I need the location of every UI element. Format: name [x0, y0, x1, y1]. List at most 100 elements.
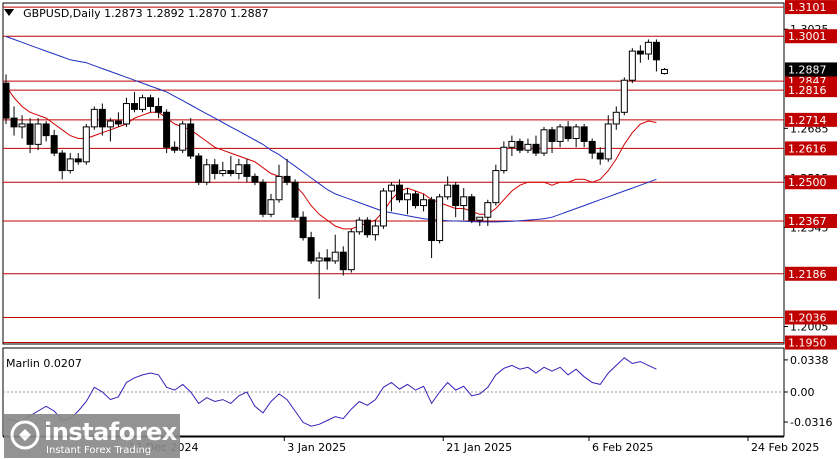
level-tag-label: 1.2036 — [788, 311, 827, 324]
candle — [299, 211, 307, 241]
candle — [130, 91, 138, 113]
candle-body — [596, 152, 604, 160]
candle — [283, 158, 291, 186]
chart-header: GBPUSD,Daily 1.2873 1.2892 1.2870 1.2887 — [4, 2, 269, 21]
candle-body — [532, 143, 540, 154]
level-tag: 1.2616 — [785, 141, 837, 156]
candle-body — [291, 181, 299, 218]
level-tag: 1.2714 — [785, 112, 837, 127]
candle-body — [2, 82, 10, 119]
candle — [74, 153, 82, 165]
level-tag-bg — [785, 335, 837, 350]
candle — [163, 109, 171, 154]
candle-body — [243, 164, 251, 177]
candle — [50, 129, 58, 157]
candle — [436, 193, 444, 244]
candle-body — [74, 158, 82, 163]
candle — [203, 158, 211, 186]
candle — [404, 188, 411, 215]
candle — [179, 121, 187, 154]
candle — [98, 103, 106, 136]
candle-body — [275, 175, 283, 201]
candle — [540, 126, 548, 157]
main-price-pane[interactable] — [2, 2, 785, 345]
candle — [596, 147, 604, 165]
marlin-label: Marlin 0.0207 — [6, 357, 82, 370]
candle — [548, 126, 556, 154]
time-tick-label: 21 Jan 2025 — [446, 441, 512, 454]
candle — [251, 173, 259, 186]
candle-body — [387, 184, 395, 192]
candle-body — [628, 50, 636, 81]
candle-body — [10, 117, 18, 128]
candle — [122, 97, 130, 127]
candle — [572, 123, 580, 148]
instaforex-logo-icon — [10, 420, 40, 450]
candle — [644, 39, 652, 60]
candle-body — [540, 129, 548, 154]
candle-body — [259, 181, 267, 215]
candle-body — [612, 111, 620, 125]
level-tag-label: 1.2367 — [788, 215, 827, 228]
candle-body — [428, 199, 436, 242]
candle-body — [524, 143, 532, 151]
candle-body — [26, 123, 34, 145]
candle — [18, 115, 26, 139]
candle — [588, 138, 596, 159]
candle — [492, 164, 500, 206]
candle-body — [492, 170, 500, 204]
instaforex-watermark: instaforex Instant Forex Trading — [4, 414, 180, 458]
level-tag-bg — [785, 310, 837, 325]
candle — [10, 106, 18, 136]
candle — [235, 158, 243, 180]
candle-body — [452, 184, 460, 207]
candle — [339, 246, 347, 276]
candle — [34, 118, 42, 151]
candle — [106, 118, 114, 142]
candle — [476, 216, 484, 226]
candle-body — [331, 251, 339, 262]
candle — [412, 190, 420, 209]
level-tag: 1.2816 — [785, 83, 837, 98]
candle-body — [227, 170, 235, 174]
candle-body — [564, 126, 572, 140]
triangle-down-icon[interactable] — [4, 9, 14, 16]
candle-body — [98, 108, 106, 128]
brand-name: instaforex — [44, 418, 177, 446]
candle — [420, 193, 428, 212]
time-tick-label: 24 Feb 2025 — [751, 441, 819, 454]
candle-body — [395, 184, 403, 201]
candle — [452, 182, 460, 218]
current-price-tag: 1.2887 — [785, 62, 837, 77]
candle-body — [508, 140, 516, 148]
candle — [243, 158, 251, 183]
candle-body — [379, 190, 387, 227]
candle-body — [660, 68, 668, 75]
candle-body — [355, 219, 363, 233]
candle — [211, 158, 219, 180]
candle-body — [203, 164, 211, 183]
level-tag-label: 1.3101 — [788, 1, 827, 14]
candle — [620, 77, 628, 116]
candle-body — [155, 105, 163, 113]
candle — [315, 252, 323, 299]
candle-body — [516, 140, 524, 151]
level-tag-bg — [785, 0, 837, 15]
candle — [428, 196, 436, 259]
candle — [227, 156, 235, 177]
candle — [363, 217, 371, 238]
symbol-quote-label: GBPUSD,Daily 1.2873 1.2892 1.2870 1.2887 — [23, 7, 269, 20]
candle-body — [90, 108, 98, 128]
candle — [26, 118, 34, 154]
candle-body — [42, 123, 50, 137]
level-tag: 1.2186 — [785, 266, 837, 281]
candle-body — [404, 193, 411, 201]
candle-body — [620, 79, 628, 113]
candle — [508, 135, 516, 157]
candle — [347, 228, 355, 273]
candle-body — [34, 123, 42, 145]
candle — [171, 141, 179, 154]
candle-body — [211, 164, 219, 174]
level-tag-label: 1.2816 — [788, 84, 827, 97]
